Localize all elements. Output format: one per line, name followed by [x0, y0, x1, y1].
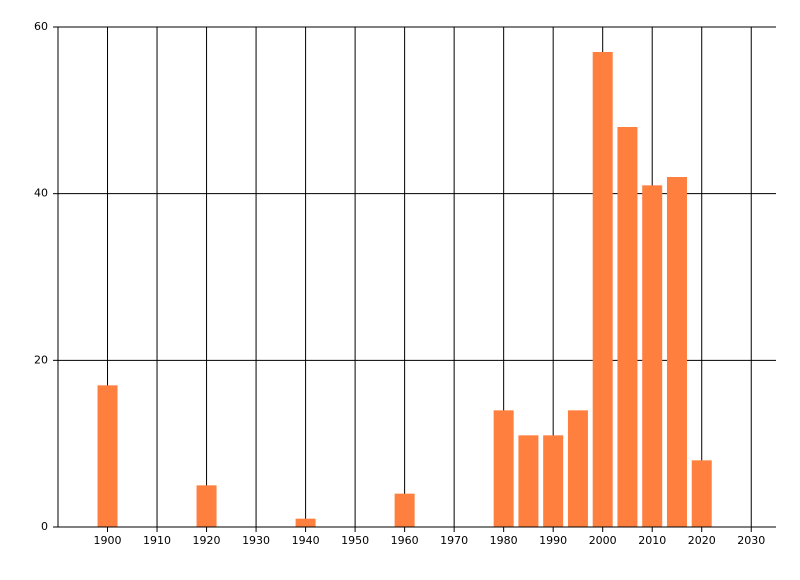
bar — [691, 460, 712, 527]
bar — [97, 385, 118, 527]
x-tick-label: 1980 — [490, 534, 518, 547]
x-tick-label: 1990 — [539, 534, 567, 547]
y-tick-label: 20 — [34, 353, 48, 366]
bar — [295, 518, 316, 527]
bar — [394, 493, 415, 527]
y-tick-label: 0 — [41, 520, 48, 533]
x-tick-label: 2010 — [638, 534, 666, 547]
bar — [518, 435, 539, 527]
bar — [617, 127, 638, 527]
y-tick-label: 40 — [34, 187, 48, 200]
bar — [567, 410, 588, 527]
x-tick-label: 2030 — [737, 534, 765, 547]
x-tick-label: 1950 — [341, 534, 369, 547]
x-tick-label: 1970 — [440, 534, 468, 547]
x-tick-label: 1940 — [292, 534, 320, 547]
bar — [543, 435, 564, 527]
x-tick-label: 2020 — [688, 534, 716, 547]
x-tick-label: 1960 — [391, 534, 419, 547]
x-tick-label: 1920 — [193, 534, 221, 547]
bar — [666, 177, 687, 527]
y-tick-label: 60 — [34, 20, 48, 33]
bar — [592, 52, 613, 527]
x-tick-label: 2000 — [589, 534, 617, 547]
bar — [642, 185, 663, 528]
x-tick-label: 1930 — [242, 534, 270, 547]
bar — [196, 485, 217, 527]
bar — [493, 410, 514, 527]
x-tick-label: 1910 — [143, 534, 171, 547]
x-tick-label: 1900 — [94, 534, 122, 547]
